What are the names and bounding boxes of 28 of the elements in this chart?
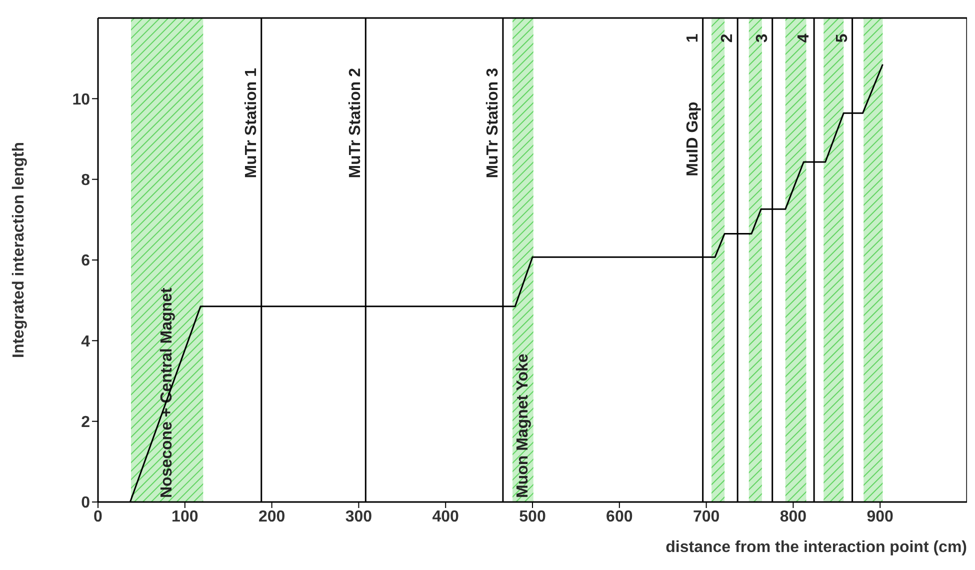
x-axis-title: distance from the interaction point (cm) (666, 539, 967, 556)
x-tick-label: 400 (432, 508, 460, 526)
y-tick-label: 0 (81, 494, 90, 512)
y-axis-title: Integrated interaction length (10, 142, 28, 358)
annotation: 3 (754, 34, 771, 43)
y-tick-label: 10 (72, 91, 90, 108)
annotation: MuID Gap (684, 101, 702, 176)
x-tick-label: 600 (606, 508, 633, 526)
x-tick-label: 0 (94, 508, 103, 526)
x-tick-label: 100 (172, 508, 198, 526)
x-tick-label: 900 (866, 508, 894, 526)
annotation: 5 (834, 34, 851, 43)
ref-line-label: MuTr Station 1 (242, 68, 260, 178)
ref-line-label: MuTr Station 2 (347, 68, 364, 178)
y-tick-label: 6 (81, 252, 90, 270)
annotation: 1 (684, 34, 702, 43)
annotation: 2 (719, 34, 736, 43)
x-tick-label: 800 (780, 508, 807, 526)
y-tick-label: 8 (81, 172, 90, 190)
x-tick-label: 700 (692, 508, 720, 526)
ref-line-label: MuTr Station 3 (484, 68, 502, 178)
band-label: Muon Magnet Yoke (514, 354, 532, 498)
x-tick-label: 500 (519, 508, 546, 526)
x-tick-label: 300 (345, 508, 372, 526)
y-tick-label: 4 (81, 333, 90, 350)
annotation: 4 (796, 34, 813, 43)
x-tick-label: 200 (258, 508, 286, 526)
y-tick-label: 2 (81, 414, 90, 432)
